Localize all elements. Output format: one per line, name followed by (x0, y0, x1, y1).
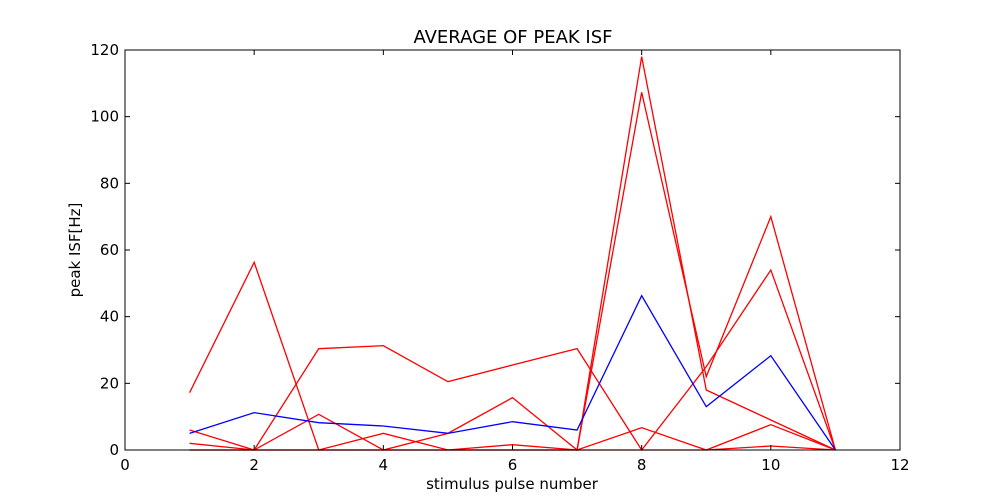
series-line-3 (189, 92, 837, 452)
x-tick-label: 4 (379, 456, 389, 474)
series-line-2 (189, 268, 837, 452)
plot-frame (124, 49, 901, 451)
y-tick-label: 60 (100, 241, 119, 259)
series-layer (188, 56, 837, 452)
y-tick-label: 120 (90, 41, 119, 59)
series-line-6 (189, 294, 836, 451)
x-tick-label: 8 (637, 456, 647, 474)
y-tick-label: 80 (100, 174, 119, 192)
y-tick-label: 40 (100, 308, 119, 326)
x-tick-label: 10 (761, 456, 780, 474)
y-tick-label: 20 (100, 374, 119, 392)
series-line-1 (188, 56, 836, 451)
x-axis: 0 2 4 6 8 10 12 (120, 50, 910, 474)
x-tick-label: 0 (120, 456, 130, 474)
y-tick-label: 100 (90, 108, 119, 126)
x-tick-label: 12 (890, 456, 909, 474)
x-tick-label: 6 (508, 456, 518, 474)
y-axis-label: peak ISF[Hz] (66, 203, 84, 298)
y-tick-label: 0 (109, 441, 119, 459)
x-tick-label: 2 (249, 456, 259, 474)
x-axis-label: stimulus pulse number (426, 475, 599, 493)
y-axis: 0 20 40 60 80 100 120 (90, 41, 900, 459)
chart-title: AVERAGE OF PEAK ISF (413, 27, 612, 48)
